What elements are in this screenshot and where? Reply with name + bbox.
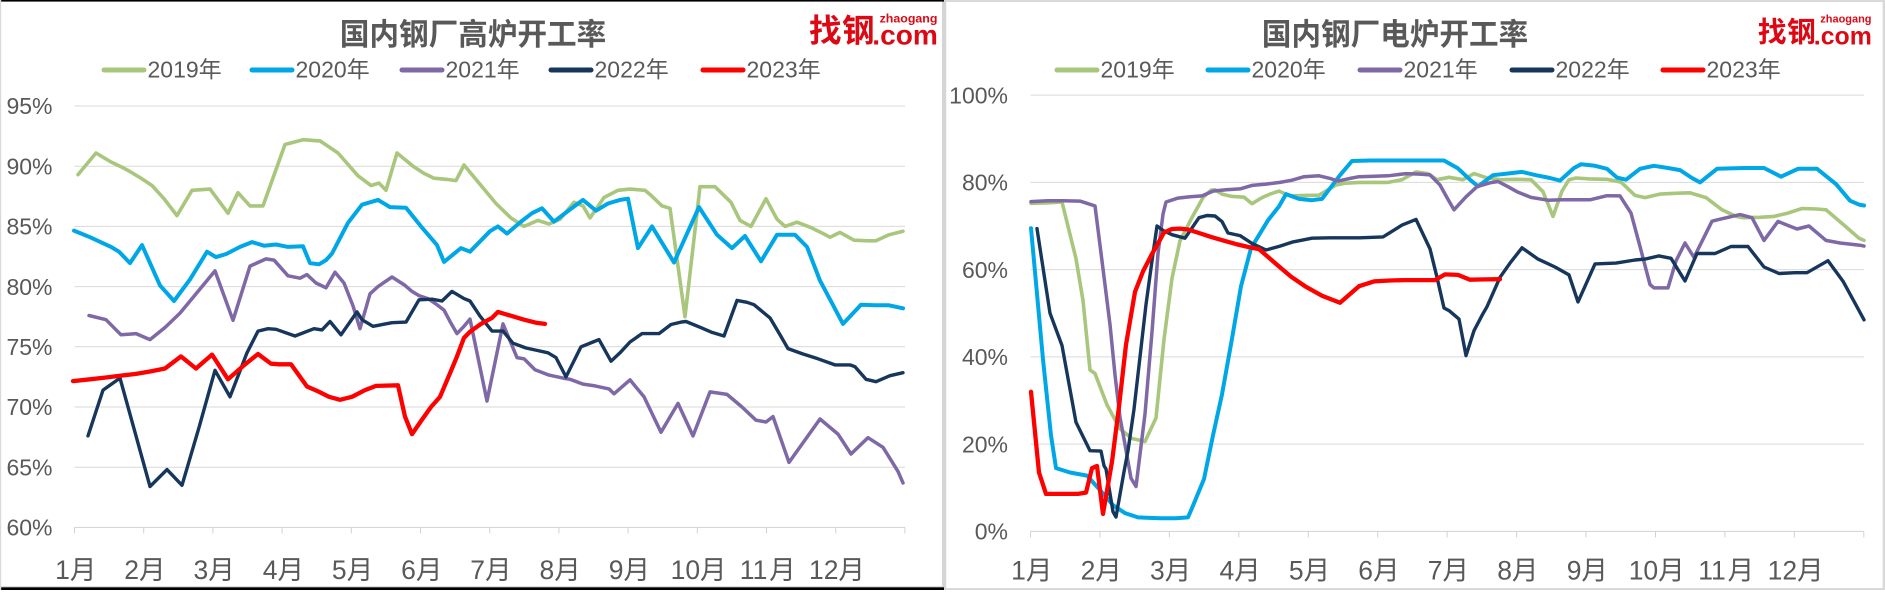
svg-text:90%: 90%: [6, 153, 52, 179]
svg-text:8: 8: [1497, 556, 1512, 586]
svg-text:85%: 85%: [6, 214, 52, 240]
svg-text:4: 4: [263, 555, 278, 585]
svg-text:75%: 75%: [6, 334, 52, 360]
svg-text:60%: 60%: [962, 257, 1008, 283]
svg-text:40%: 40%: [962, 344, 1008, 370]
svg-text:10: 10: [671, 555, 700, 585]
svg-text:5: 5: [332, 555, 347, 585]
svg-text:9: 9: [609, 555, 624, 585]
svg-text:6: 6: [401, 555, 416, 585]
svg-text:5: 5: [1289, 556, 1304, 586]
svg-text:2021: 2021: [446, 57, 497, 83]
svg-text:7: 7: [470, 555, 485, 585]
svg-text:12: 12: [1768, 556, 1797, 586]
svg-text:2022: 2022: [1556, 57, 1607, 83]
svg-text:2023: 2023: [747, 57, 798, 83]
svg-text:2020: 2020: [296, 57, 347, 83]
svg-text:3: 3: [194, 555, 209, 585]
svg-text:20%: 20%: [962, 431, 1008, 457]
svg-text:0%: 0%: [975, 519, 1008, 545]
svg-text:80%: 80%: [6, 274, 52, 300]
svg-text:65%: 65%: [6, 454, 52, 480]
svg-text:.com: .com: [872, 20, 938, 51]
svg-text:2023: 2023: [1707, 57, 1758, 83]
svg-text:2019: 2019: [148, 57, 199, 83]
svg-text:2022: 2022: [595, 57, 646, 83]
svg-text:3: 3: [1150, 556, 1165, 586]
svg-text:zhaogang: zhaogang: [1820, 14, 1871, 26]
svg-text:9: 9: [1567, 556, 1582, 586]
svg-text:100%: 100%: [949, 82, 1008, 108]
svg-text:10: 10: [1629, 556, 1658, 586]
svg-text:2019: 2019: [1101, 57, 1152, 83]
svg-text:11: 11: [740, 555, 768, 585]
svg-text:zhaogang: zhaogang: [880, 12, 938, 26]
svg-text:2021: 2021: [1404, 57, 1455, 83]
svg-text:80%: 80%: [962, 170, 1008, 196]
svg-text:6: 6: [1358, 556, 1373, 586]
svg-text:2: 2: [124, 555, 139, 585]
svg-text:8: 8: [540, 555, 555, 585]
svg-text:60%: 60%: [6, 515, 52, 541]
svg-text:95%: 95%: [6, 93, 52, 119]
svg-text:11: 11: [1698, 556, 1726, 586]
svg-text:12: 12: [809, 555, 838, 585]
svg-text:4: 4: [1220, 556, 1235, 586]
svg-text:7: 7: [1428, 556, 1443, 586]
svg-text:.com: .com: [1814, 23, 1872, 51]
svg-text:2020: 2020: [1252, 57, 1303, 83]
svg-text:70%: 70%: [6, 394, 52, 420]
svg-text:1: 1: [55, 555, 70, 585]
svg-text:2: 2: [1081, 556, 1096, 586]
svg-text:1: 1: [1011, 556, 1026, 586]
